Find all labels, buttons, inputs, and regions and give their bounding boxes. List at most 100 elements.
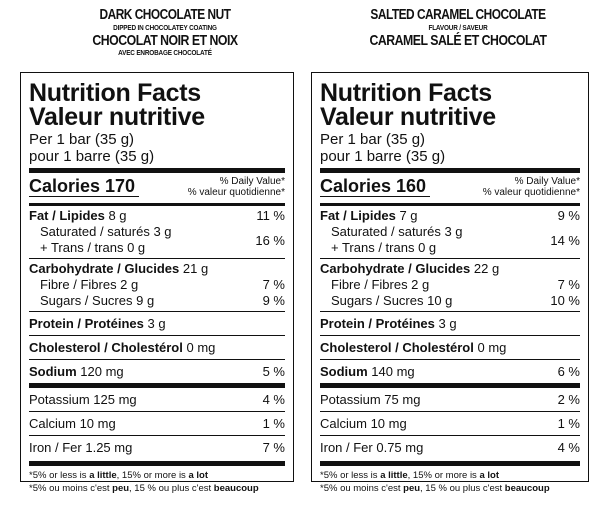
product-subtitle-fr: AVEC ENROBAGE CHOCOLATÉ (118, 48, 212, 57)
saturated-line: Saturated / saturés 3 g (40, 224, 172, 239)
cholesterol-row: Cholesterol / Cholestérol 0 mg (320, 336, 580, 359)
divider-thin (29, 258, 285, 259)
daily-value-header: % Daily Value* % valeur quotidienne* (188, 176, 285, 198)
fibre-percent: 7 % (557, 277, 580, 292)
calories: Calories 170 (29, 176, 136, 196)
fat-label: Fat / Lipides (29, 208, 105, 223)
potassium-line: Potassium 125 mg (29, 392, 137, 407)
divider-thick (29, 461, 285, 466)
saturated-trans-row: Saturated / saturés 3 g + Trans / trans … (29, 224, 285, 256)
fat-amount: 8 g (104, 208, 127, 223)
footnote-fr: *5% ou moins c'est peu, 15 % ou plus c'e… (29, 483, 259, 494)
sodium-percent: 6 % (557, 364, 580, 379)
divider-thick (320, 383, 580, 388)
divider-medium (320, 203, 580, 206)
protein-label: Protein / Protéines (29, 316, 144, 331)
divider-thick (29, 383, 285, 388)
divider-thin (29, 411, 285, 412)
fat-block: Fat / Lipides 7 g 9 % Saturated / saturé… (320, 206, 580, 258)
footnote-fr: *5% ou moins c'est peu, 15 % ou plus c'e… (320, 483, 550, 494)
protein-row: Protein / Protéines 3 g (320, 312, 580, 335)
serving-size-en: Per 1 bar (35 g) (29, 131, 135, 148)
sodium-label: Sodium (29, 364, 77, 379)
divider-medium (29, 203, 285, 206)
cholesterol-amount: 0 mg (182, 340, 216, 355)
daily-value-en: % Daily Value* (219, 176, 285, 187)
saturated-percent: 14 % (550, 232, 580, 248)
calcium-percent: 1 % (557, 416, 580, 431)
sugar-percent: 9 % (262, 293, 285, 308)
carb-row: Carbohydrate / Glucides 22 g (320, 261, 580, 277)
potassium-percent: 4 % (262, 392, 285, 407)
iron-row: Iron / Fer 0.75 mg 4 % (320, 436, 580, 459)
iron-line: Iron / Fer 1.25 mg (29, 440, 133, 455)
protein-row: Protein / Protéines 3 g (29, 312, 285, 335)
protein-amount: 3 g (434, 316, 457, 331)
daily-value-fr: % valeur quotidienne* (187, 187, 285, 198)
sugar-line: Sugars / Sucres 9 g (40, 293, 155, 308)
divider-thin (320, 411, 580, 412)
calories-row: Calories 170 % Daily Value* % valeur quo… (29, 173, 285, 203)
serving-size-fr: pour 1 barre (35 g) (29, 148, 155, 165)
product-name-fr: CARAMEL SALÉ ET CHOCOLAT (369, 32, 547, 49)
divider-thin (320, 435, 580, 436)
footnote-en: *5% or less is a little, 15% or more is … (29, 470, 208, 481)
fibre-percent: 7 % (262, 277, 285, 292)
calcium-line: Calcium 10 mg (29, 416, 116, 431)
fibre-line: Fibre / Fibres 2 g (40, 277, 139, 292)
carb-amount: 21 g (179, 261, 209, 276)
saturated-percent: 16 % (255, 232, 285, 248)
product-name-fr: CHOCOLAT NOIR ET NOIX (92, 32, 238, 49)
divider-thin (29, 311, 285, 312)
fat-label: Fat / Lipides (320, 208, 396, 223)
divider-thin (29, 335, 285, 336)
sodium-label: Sodium (320, 364, 368, 379)
potassium-line: Potassium 75 mg (320, 392, 421, 407)
nutrition-facts-panel-left: Nutrition Facts Valeur nutritive Per 1 b… (20, 72, 294, 494)
fat-row: Fat / Lipides 7 g 9 % (320, 208, 580, 224)
divider-thick (320, 168, 580, 173)
serving-size-fr: pour 1 barre (35 g) (320, 148, 446, 165)
iron-line: Iron / Fer 0.75 mg (320, 440, 424, 455)
sodium-row: Sodium 120 mg 5 % (29, 360, 285, 383)
iron-percent: 4 % (557, 440, 580, 455)
sugar-line: Sugars / Sucres 10 g (331, 293, 453, 308)
fat-amount: 7 g (395, 208, 418, 223)
protein-label: Protein / Protéines (320, 316, 435, 331)
sodium-row: Sodium 140 mg 6 % (320, 360, 580, 383)
potassium-percent: 2 % (557, 392, 580, 407)
calories-row: Calories 160 % Daily Value* % valeur quo… (320, 173, 580, 203)
calcium-line: Calcium 10 mg (320, 416, 407, 431)
calories-underline (29, 196, 139, 197)
calcium-percent: 1 % (262, 416, 285, 431)
sodium-amount: 140 mg (367, 364, 415, 379)
divider-thin (29, 359, 285, 360)
cholesterol-amount: 0 mg (473, 340, 507, 355)
divider-thin (320, 311, 580, 312)
fibre-row: Fibre / Fibres 2 g 7 % (320, 277, 580, 293)
saturated-trans-row: Saturated / saturés 3 g + Trans / trans … (320, 224, 580, 256)
cholesterol-row: Cholesterol / Cholestérol 0 mg (29, 336, 285, 359)
sodium-amount: 120 mg (76, 364, 124, 379)
product-header-right: SALTED CARAMEL CHOCOLATE FLAVOUR / SAVEU… (313, 7, 603, 49)
footnote: *5% or less is a little, 15% or more is … (29, 466, 285, 495)
sodium-percent: 5 % (262, 364, 285, 379)
serving-size-en: Per 1 bar (35 g) (320, 131, 426, 148)
panel-title-fr: Valeur nutritive (320, 103, 496, 131)
calories: Calories 160 (320, 176, 427, 196)
potassium-row: Potassium 125 mg 4 % (29, 388, 285, 411)
sugar-row: Sugars / Sucres 10 g 10 % (320, 293, 580, 309)
calories-underline (320, 196, 430, 197)
sugar-percent: 10 % (550, 293, 580, 308)
panel-title-fr: Valeur nutritive (29, 103, 205, 131)
fat-row: Fat / Lipides 8 g 11 % (29, 208, 285, 224)
product-name-en: SALTED CARAMEL CHOCOLATE (370, 7, 546, 23)
divider-thin (320, 258, 580, 259)
calcium-row: Calcium 10 mg 1 % (320, 412, 580, 435)
iron-percent: 7 % (262, 440, 285, 455)
daily-value-fr: % valeur quotidienne* (482, 187, 580, 198)
footnote-en: *5% or less is a little, 15% or more is … (320, 470, 499, 481)
fibre-row: Fibre / Fibres 2 g 7 % (29, 277, 285, 293)
trans-line: + Trans / trans 0 g (40, 240, 146, 255)
carb-row: Carbohydrate / Glucides 21 g (29, 261, 285, 277)
